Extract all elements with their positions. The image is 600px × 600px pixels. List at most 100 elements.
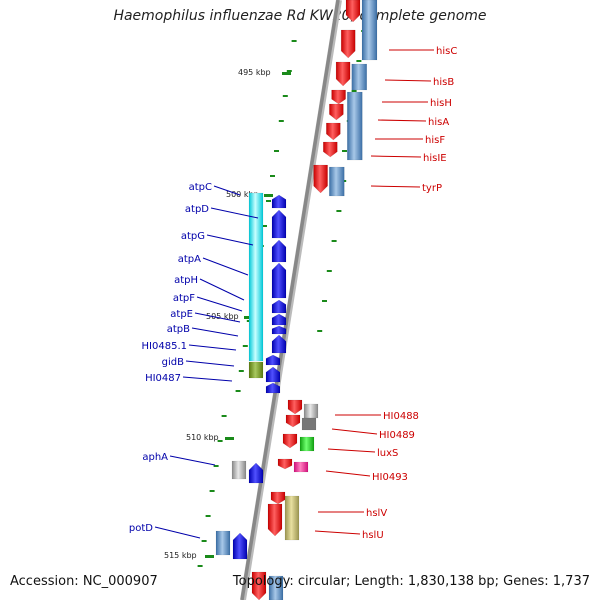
tick-dot <box>205 515 211 517</box>
tick-dot <box>266 200 271 202</box>
backbone-line <box>240 0 340 600</box>
reverse-gene-arrow <box>271 325 287 335</box>
reverse-gene-arrow <box>265 382 281 394</box>
major-tick <box>225 437 234 440</box>
label-leader-line <box>210 207 259 219</box>
gene-label: HI0489 <box>379 430 415 441</box>
tick-dot <box>209 490 215 492</box>
cds-bar <box>347 91 363 161</box>
label-leader-line <box>185 360 235 367</box>
gene-label: potD <box>129 523 153 534</box>
reverse-gene-arrow <box>271 299 287 314</box>
label-leader-line <box>370 155 422 158</box>
tick-dot <box>274 150 279 152</box>
forward-gene-arrow <box>323 141 338 158</box>
forward-gene-arrow <box>335 61 351 87</box>
gene-label: hisH <box>430 98 452 109</box>
cds-bar <box>301 417 317 431</box>
gene-label: gidB <box>162 357 184 368</box>
label-leader-line <box>213 185 241 196</box>
tick-dot <box>235 390 241 392</box>
gene-label: atpF <box>173 293 195 304</box>
tick-dot <box>326 270 332 272</box>
tick-label: 495 kbp <box>238 68 271 77</box>
cds-bar <box>299 436 315 452</box>
tick-dot <box>322 300 327 302</box>
topology-text: Topology: circular; Length: 1,830,138 bp… <box>232 574 590 589</box>
gene-label: luxS <box>377 448 398 459</box>
tick-label: 500 kbp <box>226 190 259 199</box>
tick-dot <box>197 565 203 567</box>
gene-label: atpH <box>174 275 198 286</box>
cds-bar <box>268 575 284 600</box>
gene-label: atpA <box>178 254 201 265</box>
major-tick <box>244 316 253 319</box>
gene-label: HI0485.1 <box>142 341 187 352</box>
tick-dot <box>217 440 223 442</box>
reverse-gene-arrow <box>265 354 281 366</box>
gene-label: aphA <box>142 452 168 463</box>
reverse-gene-arrow <box>271 194 287 209</box>
cds-bar <box>361 0 378 61</box>
gene-label: tyrP <box>422 183 442 194</box>
label-leader-line <box>169 455 216 466</box>
forward-gene-arrow <box>251 571 267 600</box>
reverse-gene-arrow <box>248 462 264 484</box>
cds-bar <box>329 166 345 197</box>
label-leader-line <box>327 448 376 453</box>
operon-bar <box>248 192 264 362</box>
gene-label: HI0487 <box>145 373 181 384</box>
reverse-gene-arrow <box>271 334 287 354</box>
tick-label: 515 kbp <box>164 551 197 560</box>
label-leader-line <box>154 526 201 539</box>
forward-gene-arrow <box>326 122 341 141</box>
major-tick <box>205 555 214 558</box>
tick-dot <box>331 240 337 242</box>
tick-dot <box>213 465 219 467</box>
cds-bar <box>351 63 368 91</box>
forward-gene-arrow <box>285 414 301 428</box>
gene-label: atpG <box>181 231 205 242</box>
gene-label: hslV <box>366 508 387 519</box>
gene-label: atpB <box>167 324 190 335</box>
reverse-gene-arrow <box>271 262 287 299</box>
tick-dot <box>317 330 323 332</box>
forward-gene-arrow <box>267 503 283 537</box>
cds-bar <box>248 361 264 379</box>
reverse-gene-arrow <box>232 532 248 560</box>
forward-gene-arrow <box>329 103 344 121</box>
tick-dot <box>242 345 248 347</box>
accession-text: Accession: NC_000907 <box>10 574 158 589</box>
forward-gene-arrow <box>340 29 356 59</box>
label-leader-line <box>182 376 233 382</box>
forward-gene-arrow <box>270 491 286 505</box>
label-leader-line <box>331 428 378 435</box>
forward-gene-arrow <box>313 164 328 194</box>
gene-label: hslU <box>362 530 384 541</box>
tick-dot <box>356 60 362 62</box>
label-leader-line <box>377 119 427 122</box>
label-leader-line <box>325 470 371 477</box>
cds-bar <box>303 403 319 419</box>
reverse-gene-arrow <box>271 209 287 239</box>
tick-dot <box>336 210 342 212</box>
gene-label: hisB <box>433 77 454 88</box>
tick-label: 505 kbp <box>206 312 239 321</box>
tick-dot <box>291 40 297 42</box>
cds-bar <box>231 460 247 480</box>
label-leader-line <box>191 327 239 337</box>
reverse-gene-arrow <box>271 239 287 263</box>
tick-dot <box>342 150 347 152</box>
label-leader-line <box>199 278 245 301</box>
tick-dot <box>262 225 267 227</box>
gene-label: HI0488 <box>383 411 419 422</box>
gene-label: HI0493 <box>372 472 408 483</box>
major-tick <box>282 72 291 75</box>
cds-bar <box>284 495 300 541</box>
cds-bar <box>293 461 309 473</box>
reverse-gene-arrow <box>265 366 281 383</box>
gene-label: hisC <box>436 46 457 57</box>
tick-dot <box>286 70 292 72</box>
label-leader-line <box>206 234 254 246</box>
label-leader-line <box>194 312 241 323</box>
